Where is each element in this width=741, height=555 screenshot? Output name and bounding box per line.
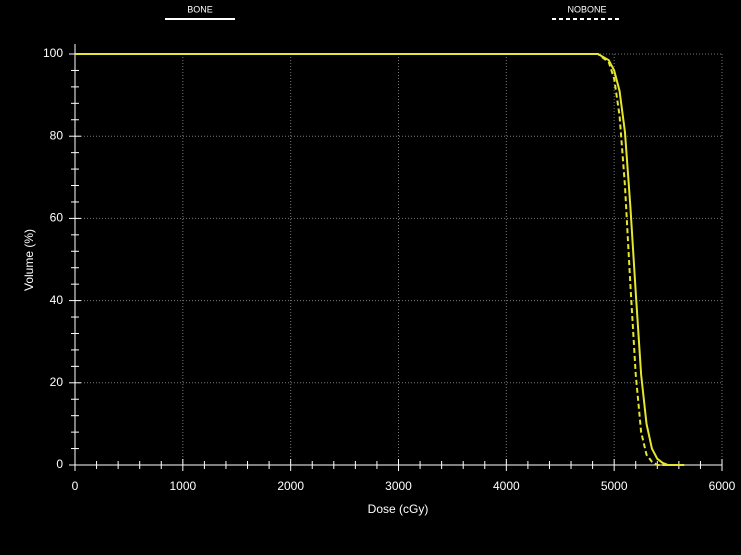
x-tick-label: 1000 bbox=[169, 479, 196, 493]
legend-label: NOBONE bbox=[567, 4, 606, 14]
y-tick-label: 80 bbox=[50, 128, 64, 142]
x-tick-label: 3000 bbox=[385, 479, 412, 493]
y-tick-label: 60 bbox=[50, 211, 64, 225]
x-tick-label: 5000 bbox=[601, 479, 628, 493]
x-tick-label: 4000 bbox=[493, 479, 520, 493]
x-tick-label: 0 bbox=[72, 479, 79, 493]
x-tick-label: 6000 bbox=[709, 479, 736, 493]
y-axis-label: Volume (%) bbox=[22, 229, 36, 291]
series-line bbox=[75, 53, 669, 466]
legend-label: BONE bbox=[187, 4, 213, 14]
x-axis-label: Dose (cGy) bbox=[368, 502, 429, 516]
series-line bbox=[75, 53, 685, 466]
y-tick-label: 20 bbox=[50, 375, 64, 389]
y-tick-label: 100 bbox=[43, 46, 63, 60]
y-tick-label: 0 bbox=[56, 457, 63, 471]
y-tick-label: 40 bbox=[50, 293, 64, 307]
x-tick-label: 2000 bbox=[277, 479, 304, 493]
